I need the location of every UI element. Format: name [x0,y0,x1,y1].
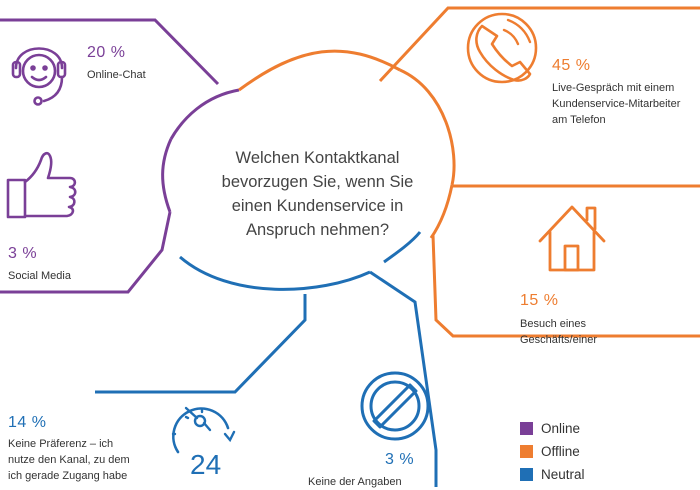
legend-swatch-online [520,421,533,435]
phone-icon [466,12,538,84]
house-icon [538,205,606,272]
legend-item-offline: Offline [520,440,585,462]
category-label-keine-praeferenz-line1: Keine Präferenz – ich [8,438,114,450]
category-label-social-media: Social Media [8,270,71,282]
clock-24-text: 24 [190,449,221,480]
category-label-telefon-line1: Live-Gespräch mit einem [552,82,675,94]
neutral-arc [95,231,438,487]
clock-24-icon: 24 [171,406,236,480]
legend-swatch-offline [520,444,533,458]
category-label-telefon-line2: Kundenservice-Mitarbeiter [552,98,681,110]
category-label-geschaeft-line2: Geschäfts/einer [520,334,598,346]
legend-swatch-neutral [520,467,533,481]
value-label-telefon: 45 % [552,57,591,74]
headset-icon [11,47,67,106]
category-label-keine-praeferenz-line3: ich gerade Zugang habe [8,470,128,482]
value-label-geschaeft: 15 % [520,292,559,309]
legend-label-offline: Offline [541,443,580,459]
category-label-keine-praeferenz-line2: nutze den Kanal, zu dem [8,454,130,466]
category-label-keine-angaben: Keine der Angaben [308,476,402,488]
legend-item-neutral: Neutral [520,463,585,485]
thumbs-up-icon [6,151,77,219]
legend-item-online: Online [520,417,585,439]
category-label-geschaeft-line1: Besuch eines [520,318,587,330]
value-label-social-media: 3 % [8,245,38,262]
legend-label-neutral: Neutral [541,466,585,482]
legend: Online Offline Neutral [520,417,585,486]
online-arc [0,18,240,294]
question-text: Welchen Kontaktkanal bevorzugen Sie, wen… [221,149,414,239]
value-label-online-chat: 20 % [87,44,126,61]
value-label-keine-angaben: 3 % [385,451,415,468]
no-entry-icon [360,371,430,441]
legend-label-online: Online [541,420,581,436]
category-label-telefon-line3: am Telefon [552,114,606,126]
offline-arc [238,6,700,338]
category-label-online-chat: Online-Chat [87,69,146,81]
value-label-keine-praeferenz: 14 % [8,414,47,431]
